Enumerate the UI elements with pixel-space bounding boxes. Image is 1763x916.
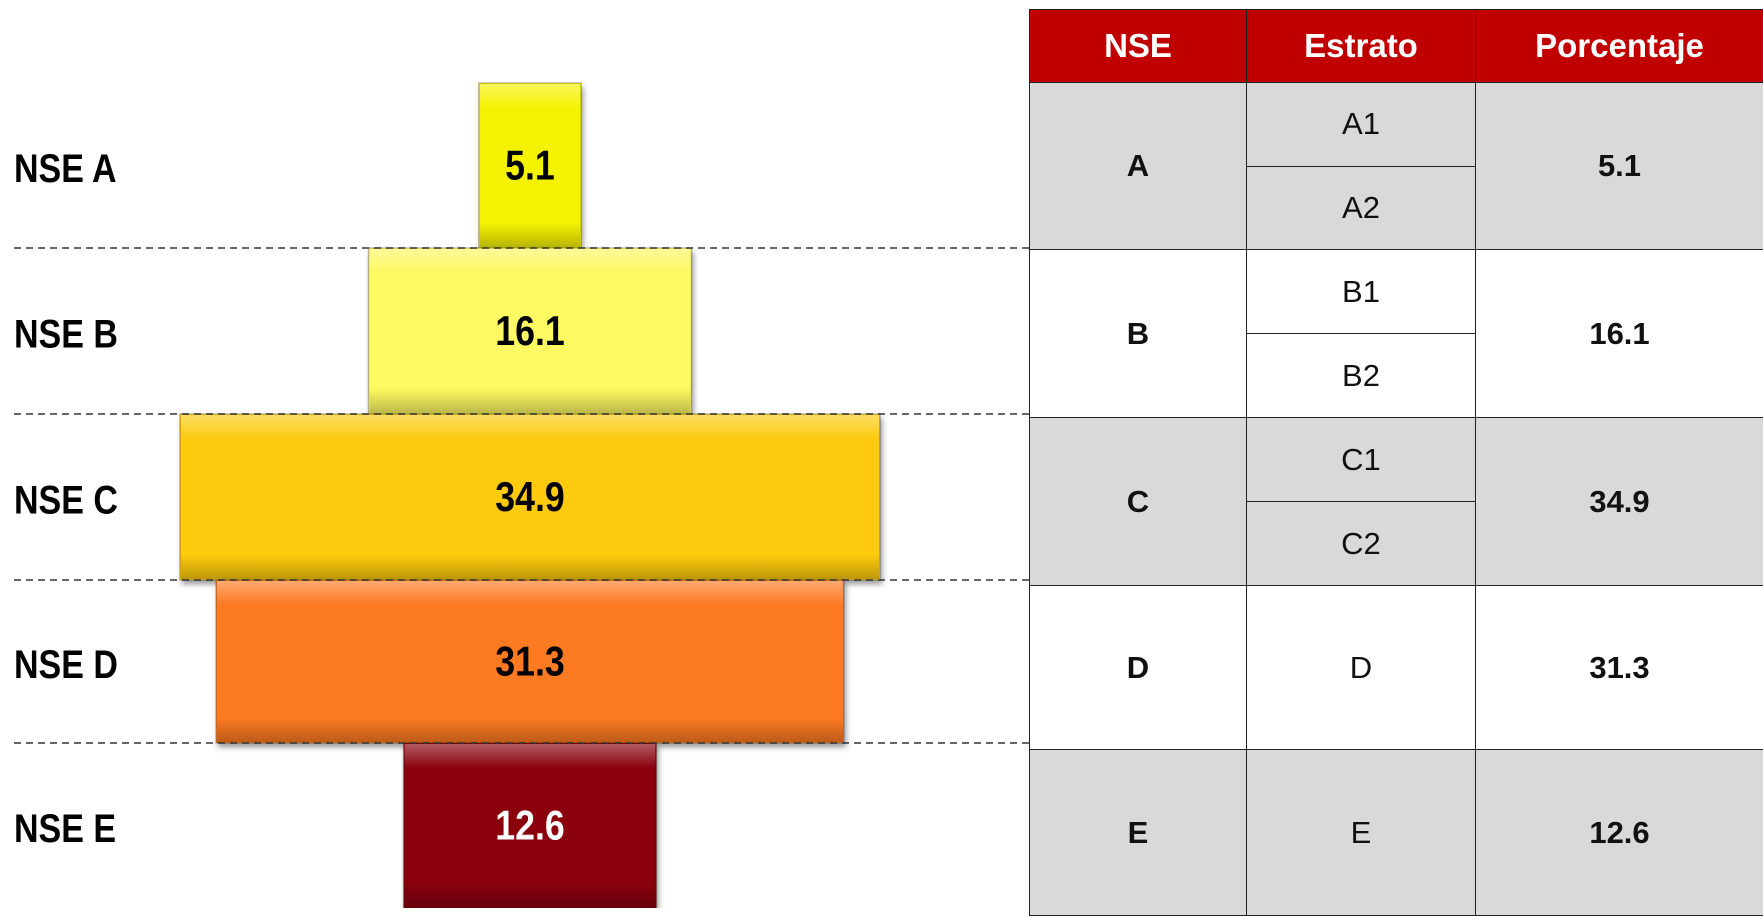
estrato-cell: A1	[1247, 83, 1476, 167]
nse-cell: E	[1030, 750, 1247, 916]
estrato-cell: C2	[1247, 502, 1476, 586]
chart: 5.1 NSE A 16.1 NSE B 34.9 NSE C 31.3 NSE D 12.6 N…	[0, 0, 1029, 908]
estrato-cell: C1	[1247, 418, 1476, 502]
estrato-cell: B1	[1247, 250, 1476, 334]
category-label: NSE B	[14, 311, 118, 356]
category-label: NSE E	[14, 805, 116, 850]
porcentaje-cell: 31.3	[1476, 586, 1763, 750]
data-label: 34.9	[495, 474, 564, 520]
estrato-cell: B2	[1247, 334, 1476, 418]
data-label: 31.3	[495, 639, 564, 685]
category-label: NSE C	[14, 477, 118, 522]
header-cell: Estrato	[1247, 10, 1476, 83]
category-label: NSE D	[14, 641, 118, 686]
porcentaje-cell: 12.6	[1476, 750, 1763, 916]
porcentaje-cell: 34.9	[1476, 418, 1763, 586]
nse-cell: D	[1030, 586, 1247, 750]
estrato-cell: D	[1247, 586, 1476, 750]
estrato-cell: E	[1247, 750, 1476, 916]
data-label: 5.1	[505, 143, 555, 189]
data-label: 12.6	[495, 803, 564, 849]
nse-cell: C	[1030, 418, 1247, 586]
header-cell: NSE	[1030, 10, 1247, 83]
nse-cell: A	[1030, 83, 1247, 250]
category-label: NSE A	[14, 145, 117, 190]
estrato-cell: A2	[1247, 166, 1476, 250]
data-label: 16.1	[495, 308, 564, 354]
nse-cell: B	[1030, 250, 1247, 418]
porcentaje-cell: 5.1	[1476, 83, 1763, 250]
porcentaje-cell: 16.1	[1476, 250, 1763, 418]
header-cell: Porcentaje	[1476, 10, 1763, 83]
